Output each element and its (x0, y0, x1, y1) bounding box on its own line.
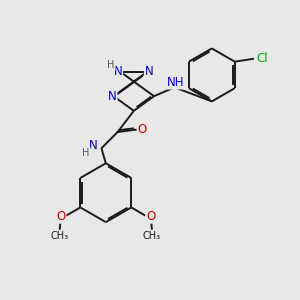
Text: NH: NH (167, 76, 185, 88)
Text: Cl: Cl (256, 52, 268, 65)
Text: CH₃: CH₃ (51, 231, 69, 241)
Text: N: N (108, 90, 116, 103)
Text: O: O (56, 210, 65, 223)
Text: H: H (82, 148, 90, 158)
Text: N: N (113, 65, 122, 78)
Text: H: H (107, 60, 115, 70)
Text: N: N (89, 140, 98, 152)
Text: O: O (138, 123, 147, 136)
Text: N: N (145, 64, 154, 77)
Text: O: O (146, 210, 155, 223)
Text: CH₃: CH₃ (143, 231, 161, 241)
